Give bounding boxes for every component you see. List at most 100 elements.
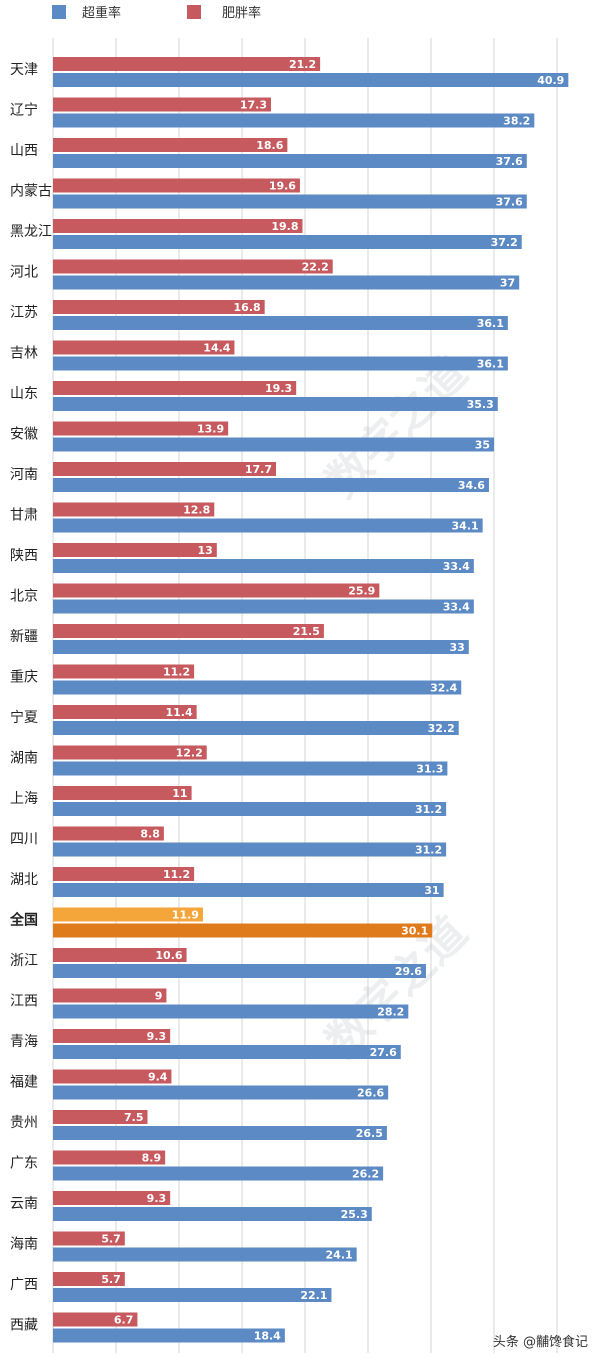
bar-overweight [53, 599, 474, 614]
bar-obesity [53, 907, 203, 922]
bars: 21.2 40.9 17.3 38.2 18.6 37.6 19.6 37.6 19.8 37.2… [53, 57, 569, 1343]
bar-overweight [53, 235, 522, 249]
bar-overweight [53, 518, 483, 533]
value-label-overweight: 34.6 [458, 479, 485, 492]
bar-obesity [53, 745, 207, 760]
bar-overweight [53, 1085, 389, 1100]
bar-overweight [53, 154, 527, 168]
value-label-overweight: 36.1 [477, 358, 504, 371]
value-label-obesity: 22.2 [302, 261, 329, 274]
value-label-obesity: 9 [155, 990, 163, 1003]
bar-overweight [53, 559, 474, 573]
bar-overweight [53, 883, 444, 897]
value-label-overweight: 33 [449, 641, 464, 654]
category-label: 青海 [10, 1034, 38, 1050]
value-label-overweight: 34.1 [452, 520, 479, 533]
value-label-overweight: 26.6 [357, 1087, 384, 1100]
value-label-overweight: 31.2 [415, 844, 442, 857]
bar-obesity [53, 826, 164, 841]
value-label-obesity: 19.3 [265, 382, 292, 395]
bar-obesity [53, 97, 271, 112]
value-label-obesity: 17.3 [240, 99, 267, 112]
bar-obesity [53, 219, 303, 233]
value-label-overweight: 35 [475, 439, 490, 452]
category-label: 宁夏 [10, 709, 38, 726]
category-label: 江苏 [10, 305, 38, 321]
value-label-obesity: 11.9 [172, 909, 199, 922]
value-label-obesity: 21.5 [293, 625, 320, 638]
legend-label-obesity: 肥胖率 [222, 5, 261, 21]
value-label-obesity: 8.8 [140, 828, 160, 841]
category-label: 甘肃 [10, 508, 38, 524]
category-label: 内蒙古 [10, 184, 52, 200]
value-label-obesity: 13 [197, 544, 212, 557]
bar-obesity [53, 786, 192, 800]
bar-obesity [53, 138, 288, 152]
value-label-overweight: 22.1 [300, 1289, 327, 1302]
value-label-obesity: 5.7 [101, 1273, 121, 1286]
value-label-overweight: 35.3 [467, 398, 494, 411]
value-label-obesity: 18.6 [256, 139, 283, 152]
bar-obesity [53, 1191, 171, 1205]
category-label: 北京 [10, 589, 38, 605]
bar-obesity [53, 300, 265, 314]
value-label-overweight: 30.1 [401, 925, 428, 938]
category-label: 湖南 [10, 751, 38, 767]
bar-overweight [53, 923, 433, 938]
bar-obesity [53, 1272, 125, 1286]
category-label: 西藏 [10, 1318, 38, 1334]
value-label-overweight: 31.2 [415, 803, 442, 816]
value-label-obesity: 11.4 [165, 706, 192, 719]
category-label: 福建 [10, 1075, 38, 1091]
value-label-overweight: 31 [424, 884, 439, 897]
watermarks: 数字之道 数字之道 [317, 347, 478, 1068]
value-label-overweight: 37.6 [496, 155, 523, 168]
legend: 超重率 肥胖率 [52, 5, 261, 21]
bar-overweight [53, 316, 508, 330]
bar-obesity [53, 340, 235, 355]
category-label: 吉林 [10, 346, 38, 362]
value-label-obesity: 19.8 [271, 220, 298, 233]
value-label-obesity: 13.9 [197, 423, 224, 436]
category-label: 山西 [10, 143, 38, 159]
value-label-obesity: 21.2 [289, 58, 316, 71]
bar-obesity [53, 624, 324, 638]
category-label: 重庆 [10, 670, 38, 686]
bar-obesity [53, 988, 167, 1003]
bar-overweight [53, 842, 447, 857]
legend-swatch-obesity [187, 5, 201, 19]
grid [52, 38, 558, 1353]
bar-obesity [53, 1231, 125, 1246]
value-label-obesity: 19.6 [269, 180, 296, 193]
value-label-obesity: 14.4 [203, 342, 230, 355]
bar-obesity [53, 462, 277, 476]
bar-obesity [53, 502, 215, 517]
value-label-overweight: 32.4 [430, 682, 457, 695]
bar-overweight [53, 680, 462, 695]
bar-overweight [53, 1004, 409, 1019]
bar-overweight [53, 1288, 332, 1302]
value-label-overweight: 18.4 [254, 1330, 281, 1343]
value-label-overweight: 27.6 [370, 1046, 397, 1059]
value-label-obesity: 9.3 [147, 1030, 167, 1043]
category-label: 四川 [10, 832, 38, 848]
category-label: 河南 [10, 467, 38, 483]
value-label-overweight: 25.3 [341, 1208, 368, 1221]
value-label-obesity: 8.9 [142, 1152, 162, 1165]
category-label: 广东 [10, 1156, 38, 1172]
category-labels: 天津辽宁山西内蒙古黑龙江河北江苏吉林山东安徽河南甘肃陕西北京新疆重庆宁夏湖南上海… [9, 62, 52, 1334]
value-label-overweight: 37 [500, 277, 515, 290]
bar-obesity [53, 381, 297, 395]
bar-obesity [53, 57, 321, 71]
category-label: 云南 [10, 1196, 38, 1212]
legend-label-overweight: 超重率 [82, 5, 121, 21]
value-label-overweight: 24.1 [326, 1249, 353, 1262]
bar-overweight [53, 1207, 372, 1221]
category-label: 新疆 [10, 629, 38, 645]
value-label-obesity: 25.9 [348, 585, 375, 598]
bar-overweight [53, 640, 469, 654]
bar-overweight [53, 356, 508, 371]
value-label-overweight: 40.9 [537, 74, 564, 87]
category-label: 安徽 [10, 427, 38, 443]
